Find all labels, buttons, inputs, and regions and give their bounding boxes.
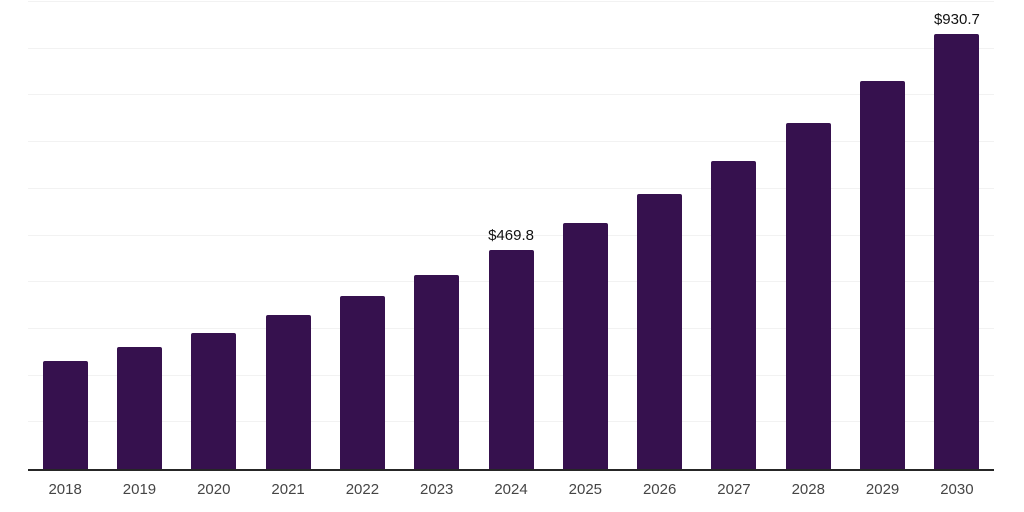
bar-2028 xyxy=(785,122,831,469)
bar-slot-2023 xyxy=(400,2,474,469)
gridline xyxy=(28,94,994,96)
bar-slot-2029 xyxy=(845,2,919,469)
plot-area: $469.8 $930.7 xyxy=(28,1,994,471)
bar-slot-2027 xyxy=(697,2,771,469)
bar-2029 xyxy=(860,81,906,469)
value-label-2030: $930.7 xyxy=(933,11,980,29)
x-tick-label-2030: 2030 xyxy=(940,481,974,498)
bar-2020 xyxy=(191,332,237,469)
bar-2027 xyxy=(711,160,757,469)
gridline xyxy=(28,141,994,143)
gridline xyxy=(28,187,994,189)
x-tick-label-2027: 2027 xyxy=(717,481,751,498)
gridline xyxy=(28,47,994,49)
bar-slot-2028 xyxy=(771,2,845,469)
x-tick-label-2023: 2023 xyxy=(420,481,454,498)
bar-slot-2030: $930.7 xyxy=(920,2,994,469)
x-tick-label-2018: 2018 xyxy=(48,481,82,498)
bar-slot-2025 xyxy=(548,2,622,469)
x-axis-tick-labels: 2018 2019 2020 2021 2022 2023 2024 2025 2026 2027… xyxy=(28,481,994,499)
value-label-2024: $469.8 xyxy=(488,226,534,244)
bar-2021 xyxy=(265,314,311,469)
x-tick-label-2028: 2028 xyxy=(791,481,825,498)
bar-slot-2024: $469.8 xyxy=(474,2,548,469)
bar-slot-2022 xyxy=(325,2,399,469)
x-tick-label-2020: 2020 xyxy=(197,481,231,498)
bar-slot-2021 xyxy=(251,2,325,469)
x-tick-label-2022: 2022 xyxy=(345,481,380,498)
bar-2023 xyxy=(414,274,460,469)
x-tick-label-2026: 2026 xyxy=(642,481,677,498)
x-tick-label-2024: 2024 xyxy=(494,481,528,498)
bar-slot-2018 xyxy=(28,2,102,469)
bar-2022 xyxy=(339,295,385,469)
bar-2024 xyxy=(488,249,534,469)
bar-2018 xyxy=(42,361,88,469)
x-tick-label-2019: 2019 xyxy=(122,481,157,498)
bar-slot-2019 xyxy=(102,2,176,469)
x-tick-label-2025: 2025 xyxy=(568,481,603,498)
bars-container: $469.8 $930.7 xyxy=(28,2,994,469)
x-tick-label-2029: 2029 xyxy=(865,481,900,498)
bar-2019 xyxy=(116,347,162,469)
gridline xyxy=(28,234,994,236)
bar-slot-2020 xyxy=(177,2,251,469)
bar-2026 xyxy=(637,194,683,469)
bar-2030 xyxy=(934,34,980,469)
x-tick-label-2021: 2021 xyxy=(271,481,305,498)
bar-slot-2026 xyxy=(623,2,697,469)
gridline xyxy=(28,1,994,2)
bar-2025 xyxy=(562,223,608,469)
